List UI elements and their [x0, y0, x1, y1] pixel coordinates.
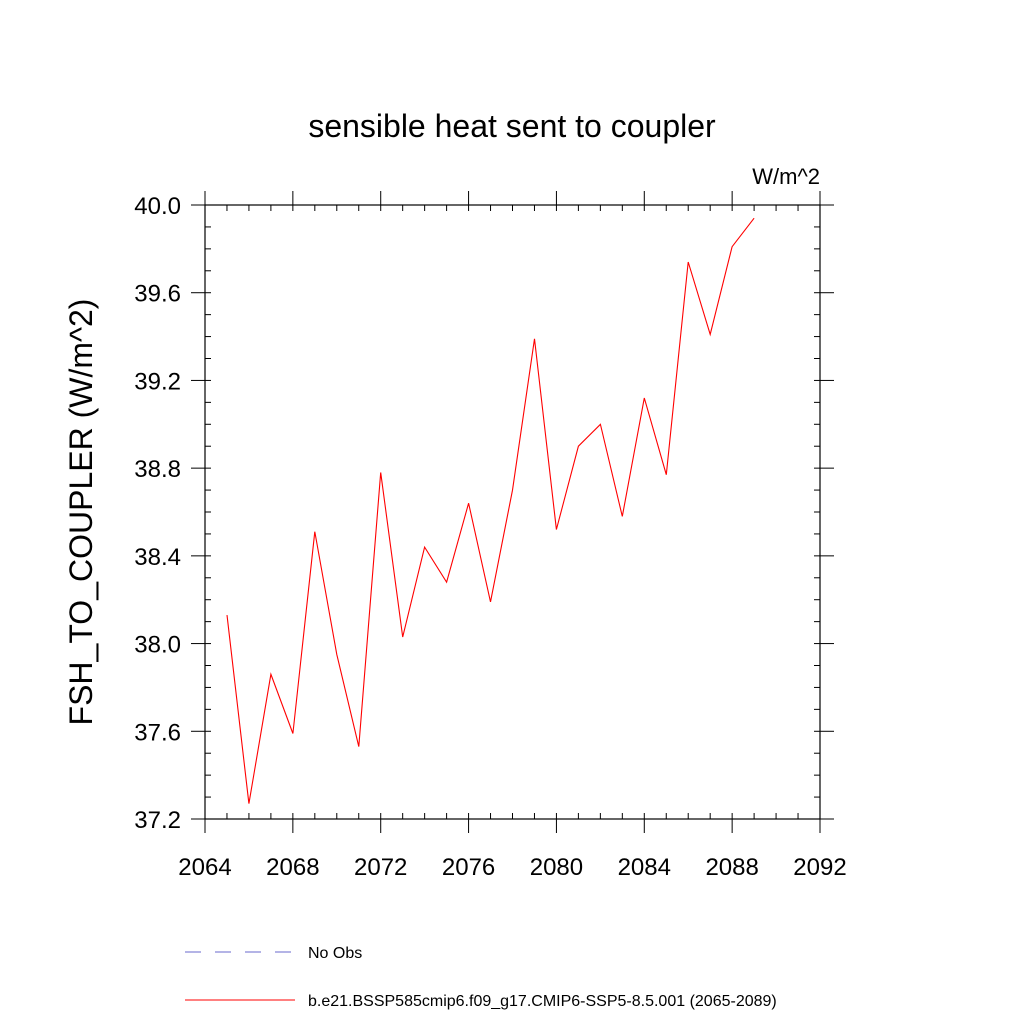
- major-ticks: [191, 191, 834, 833]
- x-tick-labels: 2064 2068 2072 2076 2080 2084 2088 2092: [178, 854, 846, 881]
- y-tick-labels: 37.2 37.6 38.0 38.4 38.8 39.2 39.6 40.0: [134, 193, 181, 834]
- x-tick-label: 2080: [530, 854, 583, 881]
- minor-ticks: [204, 204, 821, 820]
- y-tick-label: 38.4: [134, 544, 181, 571]
- x-tick-label: 2072: [354, 854, 407, 881]
- y-tick-label: 38.8: [134, 456, 181, 483]
- y-tick-label: 39.2: [134, 368, 181, 395]
- y-tick-label: 38.0: [134, 632, 181, 659]
- chart-title: sensible heat sent to coupler: [308, 108, 716, 144]
- y-tick-label: 40.0: [134, 193, 181, 220]
- x-tick-label: 2092: [793, 854, 846, 881]
- x-tick-label: 2068: [266, 854, 319, 881]
- y-tick-label: 37.6: [134, 719, 181, 746]
- units-label: W/m^2: [752, 164, 820, 189]
- x-tick-label: 2064: [178, 854, 231, 881]
- series-layer: [226, 217, 755, 804]
- legend-label-1: b.e21.BSSP585cmip6.f09_g17.CMIP6-SSP5-8.…: [308, 993, 777, 1010]
- y-tick-label: 39.6: [134, 281, 181, 308]
- y-tick-label: 37.2: [134, 807, 181, 834]
- x-tick-label: 2084: [618, 854, 671, 881]
- y-axis-label: FSH_TO_COUPLER (W/m^2): [63, 299, 99, 726]
- legend-label-0: No Obs: [308, 945, 362, 962]
- series-line-1: [226, 217, 755, 804]
- legend: No Obs b.e21.BSSP585cmip6.f09_g17.CMIP6-S…: [185, 945, 777, 1010]
- x-tick-label: 2088: [705, 854, 758, 881]
- plot-frame: [204, 204, 821, 820]
- x-tick-label: 2076: [442, 854, 495, 881]
